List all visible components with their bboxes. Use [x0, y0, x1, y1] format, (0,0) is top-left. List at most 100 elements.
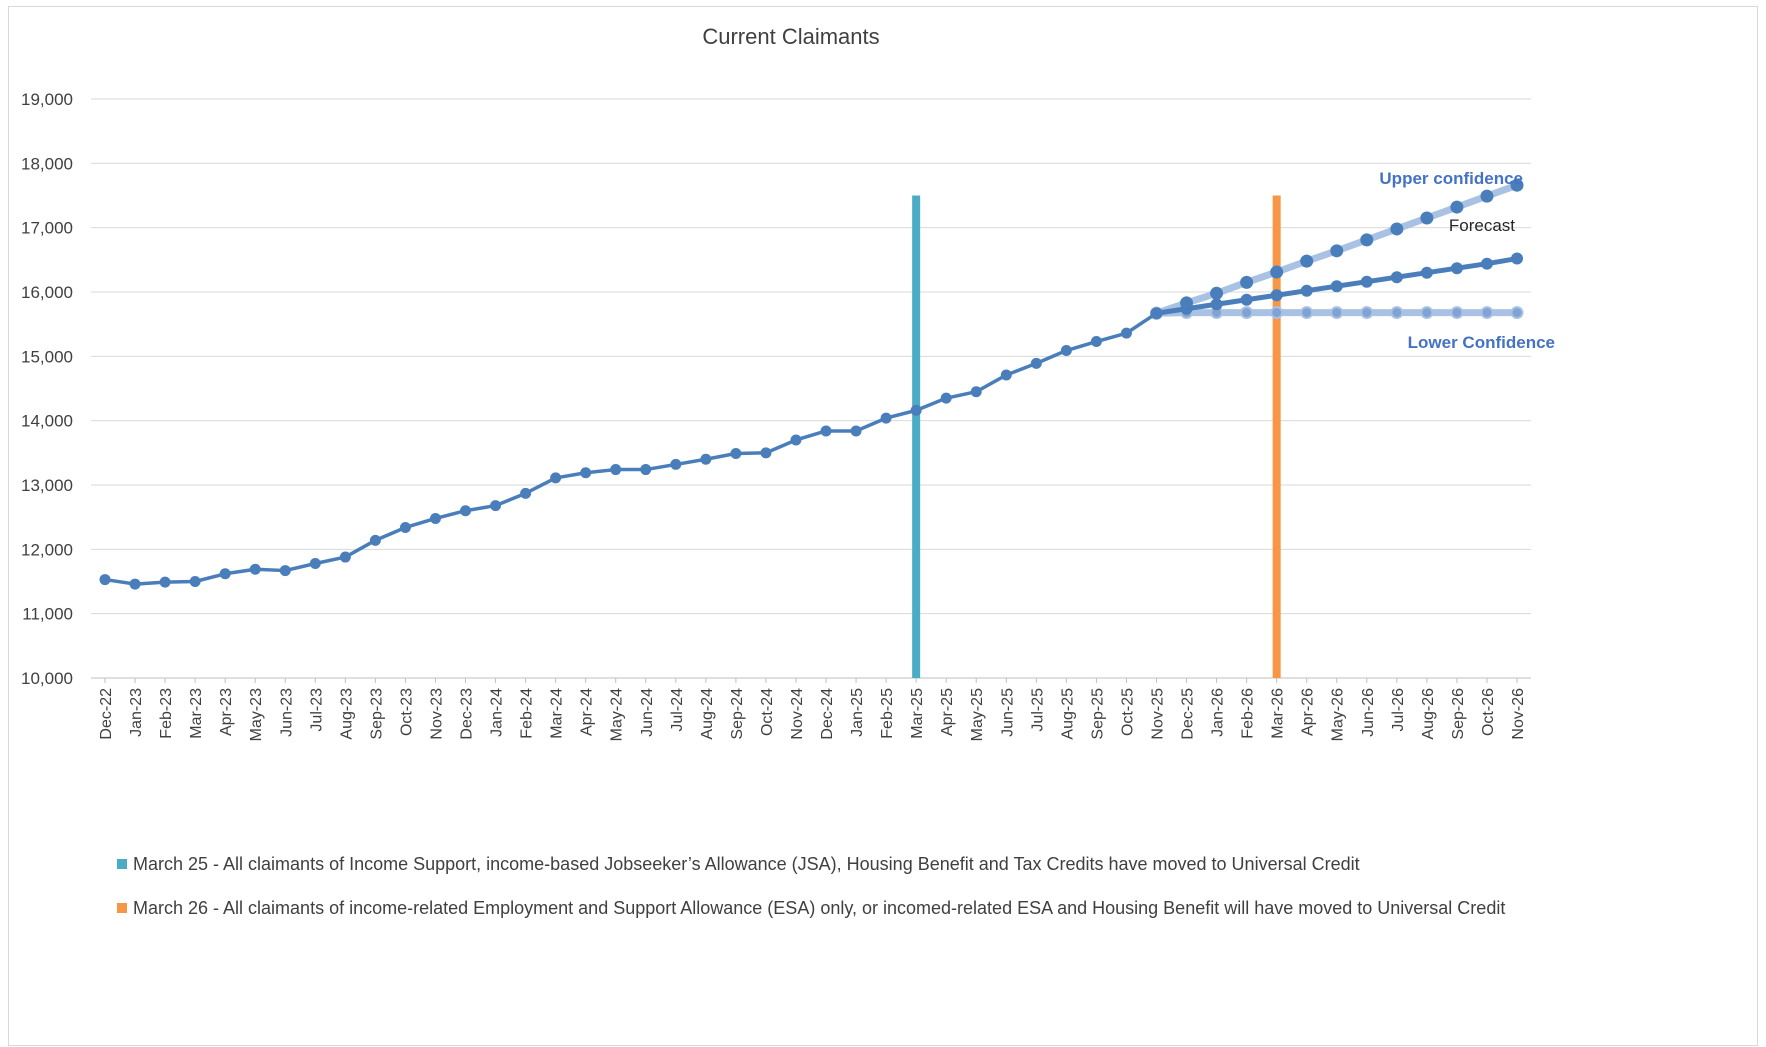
data-point-actual: [189, 576, 201, 587]
annotations: Upper confidence Forecast Lower Confiden…: [1379, 169, 1555, 352]
x-tick-label: Sep-24: [729, 688, 746, 740]
data-point-upper: [1240, 275, 1254, 289]
x-tick-label: Jun-26: [1360, 688, 1377, 737]
data-point-forecast: [1420, 266, 1433, 279]
data-point-lower: [1240, 306, 1254, 320]
x-tick-label: Feb-24: [519, 688, 536, 739]
data-point-lower: [1510, 306, 1524, 320]
y-tick-label: 14,000: [21, 412, 73, 431]
y-axis-ticks: 10,000 11,000 12,000 13,000 14,000 15,000 16,0…: [21, 90, 73, 688]
legend: March 25 - All claimants of Income Suppo…: [117, 854, 1505, 918]
data-point-actual: [700, 453, 712, 465]
data-point-actual: [99, 574, 111, 586]
upper-confidence-label: Upper confidence: [1379, 169, 1523, 188]
data-point-upper: [1480, 189, 1494, 203]
x-tick-label: Jul-25: [1029, 688, 1046, 732]
data-point-forecast: [1511, 252, 1523, 265]
data-point-upper: [1360, 233, 1374, 247]
series-actual: [99, 307, 1162, 590]
data-point-forecast: [1150, 307, 1163, 320]
x-tick-label: Dec-22: [98, 688, 115, 740]
x-tick-label: Oct-26: [1480, 688, 1497, 736]
data-point-actual: [369, 534, 381, 546]
data-point-actual: [159, 576, 171, 588]
data-point-upper: [1510, 178, 1524, 192]
data-point-actual: [460, 505, 472, 517]
marker-bar-mar-25: [912, 195, 921, 678]
x-tick-label: Jun-25: [999, 688, 1016, 737]
data-point-actual: [339, 551, 351, 563]
series: [99, 178, 1524, 590]
data-point-actual: [850, 425, 862, 437]
x-tick-label: Nov-26: [1510, 688, 1527, 740]
x-tick-label: May-24: [609, 688, 626, 741]
data-point-upper: [1390, 222, 1404, 236]
data-point-actual: [670, 458, 682, 470]
data-point-actual: [1060, 345, 1072, 357]
marker-bar-mar-26: [1272, 195, 1281, 678]
data-point-forecast: [1180, 302, 1193, 315]
series-line-actual: [104, 311, 1158, 586]
x-tick-label: Dec-23: [459, 688, 476, 740]
data-point-forecast: [1300, 284, 1313, 297]
data-point-forecast: [1210, 298, 1223, 311]
data-point-actual: [940, 392, 952, 404]
x-axis-ticks: Dec-22 Jan-23 Feb-23 Mar-23 Apr-23 May-23 Jun-…: [98, 678, 1527, 741]
data-point-actual: [399, 521, 411, 533]
x-tick-label: Apr-24: [579, 688, 596, 736]
x-tick-label: Aug-24: [699, 688, 716, 740]
data-point-actual: [730, 447, 742, 459]
data-point-upper: [1270, 265, 1284, 279]
data-point-actual: [760, 447, 772, 459]
data-point-actual: [429, 512, 441, 524]
data-point-lower: [1420, 306, 1434, 320]
x-tick-label: Mar-26: [1270, 688, 1287, 739]
data-point-lower: [1330, 306, 1344, 320]
data-point-actual: [880, 412, 892, 424]
legend-swatch-march-26: [117, 903, 127, 913]
data-point-actual: [790, 434, 802, 446]
x-tick-label: Jan-26: [1210, 688, 1227, 737]
data-point-actual: [490, 500, 502, 512]
data-point-actual: [219, 568, 231, 580]
x-tick-label: Aug-23: [338, 688, 355, 740]
x-tick-label: Sep-25: [1089, 688, 1106, 740]
data-point-actual: [1120, 327, 1132, 339]
data-point-actual: [640, 464, 652, 476]
y-tick-label: 18,000: [21, 154, 73, 173]
x-tick-label: Oct-25: [1119, 688, 1136, 736]
x-tick-label: Dec-25: [1180, 688, 1197, 740]
data-point-forecast: [1270, 289, 1283, 302]
data-point-actual: [1000, 369, 1012, 381]
x-tick-label: Apr-23: [218, 688, 235, 736]
current-claimants-chart: Current Claimants 10,000 11,000 12,000 13,0…: [21, 24, 1555, 918]
data-point-actual: [309, 557, 321, 569]
data-point-forecast: [1330, 280, 1343, 293]
x-tick-label: Nov-24: [789, 688, 806, 740]
x-tick-label: Jul-26: [1390, 688, 1407, 732]
data-point-actual: [1090, 336, 1102, 348]
gridlines: [91, 98, 1531, 679]
legend-swatch-march-25: [117, 859, 127, 869]
x-tick-label: Mar-23: [188, 688, 205, 739]
y-tick-label: 19,000: [21, 90, 73, 109]
x-tick-label: Jun-24: [639, 688, 656, 737]
data-point-forecast: [1240, 293, 1253, 306]
data-point-actual: [1030, 357, 1042, 369]
x-tick-label: Jan-24: [489, 688, 506, 737]
x-tick-label: Feb-25: [879, 688, 896, 739]
data-point-lower: [1450, 306, 1464, 320]
x-tick-label: Dec-24: [819, 688, 836, 740]
y-tick-label: 10,000: [21, 669, 73, 688]
data-point-forecast: [1360, 275, 1373, 288]
x-tick-label: Aug-26: [1420, 688, 1437, 740]
series-lower: [1149, 306, 1524, 320]
y-tick-label: 12,000: [21, 540, 73, 559]
data-point-actual: [550, 472, 562, 484]
forecast-label: Forecast: [1449, 216, 1515, 235]
data-point-lower: [1480, 306, 1494, 320]
chart-frame: Current Claimants 10,000 11,000 12,000 13,0…: [8, 6, 1758, 1046]
legend-item-march-26: March 26 - All claimants of income-relat…: [133, 898, 1505, 918]
data-point-actual: [910, 404, 922, 416]
data-point-upper: [1210, 286, 1224, 300]
